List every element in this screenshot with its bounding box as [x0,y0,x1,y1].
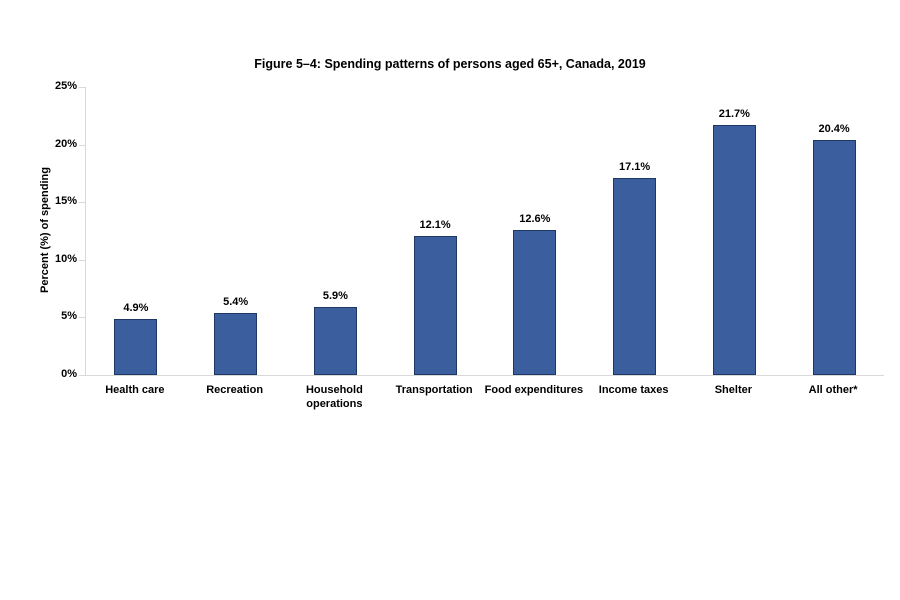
y-tick-label: 15% [54,195,77,207]
y-tick [79,87,85,88]
x-category-label: Household operations [305,384,363,410]
bar [513,229,557,375]
bar-value-label: 21.7% [718,108,750,121]
y-tick-label: 20% [54,138,77,150]
y-tick-label: 0% [61,368,77,380]
bar-value-label: 12.1% [419,218,451,231]
bar-value-label: 4.9% [123,301,149,314]
y-tick-label: 5% [61,310,77,322]
bar-value-label: 12.6% [519,212,551,225]
x-category-label: Food expenditures [484,384,584,396]
plot-area: 4.9% 5.4% 5.9% 12.1% 12.6% 17.1% 21.7% 20.4% [85,87,884,376]
bar [114,318,158,375]
x-category-label: All other* [808,384,858,396]
bar-value-label: 5.9% [322,290,348,303]
y-axis-title: Percent (%) of spending [39,167,51,293]
y-tick [79,375,85,376]
y-tick [79,317,85,318]
x-category-label: Transportation [395,384,473,396]
bar-value-label: 20.4% [818,123,850,135]
bar [413,235,457,375]
bar-value-label: 17.1% [619,161,651,174]
y-tick-label: 10% [54,253,77,265]
bar [812,140,856,375]
x-category-label: Recreation [206,384,264,396]
bar [313,307,357,375]
x-category-label: Income taxes [598,384,669,396]
x-category-label: Health care [105,384,165,396]
y-tick [79,145,85,146]
chart-title: Figure 5–4: Spending patterns of persons… [254,57,646,71]
y-tick-label: 25% [54,80,77,92]
y-tick [79,260,85,261]
bar [214,312,258,375]
bar-value-label: 5.4% [223,295,249,308]
bar [613,178,657,375]
y-tick [79,202,85,203]
x-category-label: Shelter [714,384,753,396]
bar [712,125,756,375]
